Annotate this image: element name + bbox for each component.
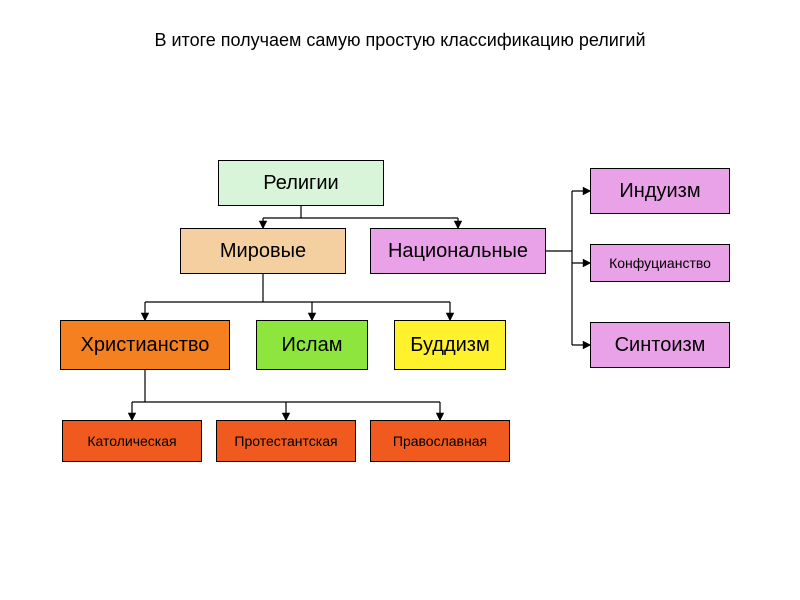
- node-label-world: Мировые: [220, 240, 306, 263]
- node-label-religions: Религии: [263, 172, 338, 195]
- edges-layer: [0, 0, 800, 600]
- node-label-buddhism: Буддизм: [410, 334, 489, 357]
- node-label-islam: Ислам: [282, 334, 343, 357]
- node-label-confucianism: Конфуцианство: [609, 255, 711, 271]
- node-confucianism: Конфуцианство: [590, 244, 730, 282]
- node-label-orthodox: Православная: [393, 433, 487, 449]
- node-hinduism: Индуизм: [590, 168, 730, 214]
- diagram-canvas: В итоге получаем самую простую классифик…: [0, 0, 800, 600]
- node-orthodox: Православная: [370, 420, 510, 462]
- node-islam: Ислам: [256, 320, 368, 370]
- node-label-christianity: Христианство: [81, 334, 210, 357]
- node-national: Национальные: [370, 228, 546, 274]
- node-catholic: Католическая: [62, 420, 202, 462]
- node-label-hinduism: Индуизм: [619, 180, 700, 203]
- node-buddhism: Буддизм: [394, 320, 506, 370]
- node-world: Мировые: [180, 228, 346, 274]
- node-label-protestant: Протестантская: [234, 433, 337, 449]
- node-label-shinto: Синтоизм: [615, 334, 706, 357]
- page-title: В итоге получаем самую простую классифик…: [0, 30, 800, 51]
- node-label-catholic: Католическая: [87, 433, 176, 449]
- node-label-national: Национальные: [388, 240, 528, 263]
- node-religions: Религии: [218, 160, 384, 206]
- node-shinto: Синтоизм: [590, 322, 730, 368]
- node-protestant: Протестантская: [216, 420, 356, 462]
- node-christianity: Христианство: [60, 320, 230, 370]
